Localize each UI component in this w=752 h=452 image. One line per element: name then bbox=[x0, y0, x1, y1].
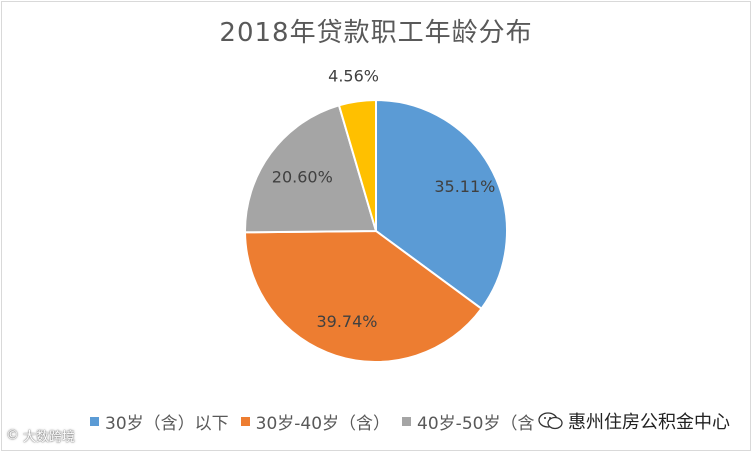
legend-swatch-gray-icon bbox=[402, 416, 412, 426]
watermark-left-text: 大数跨境 bbox=[23, 430, 76, 445]
legend-label: 30岁-40岁（含） bbox=[255, 413, 391, 434]
data-label-1: 39.74% bbox=[316, 312, 377, 331]
legend-item-30-40: 30岁-40岁（含） bbox=[240, 409, 391, 434]
data-label-2: 20.60% bbox=[272, 167, 333, 186]
watermark-logo-icon: © bbox=[6, 428, 19, 443]
pie-slice-1 bbox=[243, 229, 483, 363]
legend-swatch-blue-icon bbox=[90, 416, 99, 426]
legend-label: 40岁-50岁（含 bbox=[417, 413, 535, 434]
pie-slice-3 bbox=[337, 98, 377, 232]
watermark-right: 惠州住房公积金中心 bbox=[538, 408, 736, 434]
data-label-3: 4.56% bbox=[328, 66, 379, 85]
data-label-0: 35.11% bbox=[434, 177, 495, 196]
watermark-left: © 大数跨境 bbox=[6, 426, 75, 445]
legend-swatch-orange-icon bbox=[240, 416, 250, 426]
watermark-right-text: 惠州住房公积金中心 bbox=[568, 412, 730, 433]
wechat-icon bbox=[538, 412, 563, 430]
pie-slice-0 bbox=[375, 98, 508, 311]
chart-title: 2018年贷款职工年龄分布 bbox=[219, 18, 533, 48]
legend-label: 30岁（含）以下 bbox=[105, 413, 229, 434]
legend: 30岁（含）以下 30岁-40岁（含） 40岁-50岁（含 bbox=[90, 409, 546, 434]
legend-item-40-50: 40岁-50岁（含 bbox=[402, 409, 534, 434]
pie-slice-2 bbox=[244, 104, 378, 234]
legend-item-under-30: 30岁（含）以下 bbox=[90, 409, 229, 434]
